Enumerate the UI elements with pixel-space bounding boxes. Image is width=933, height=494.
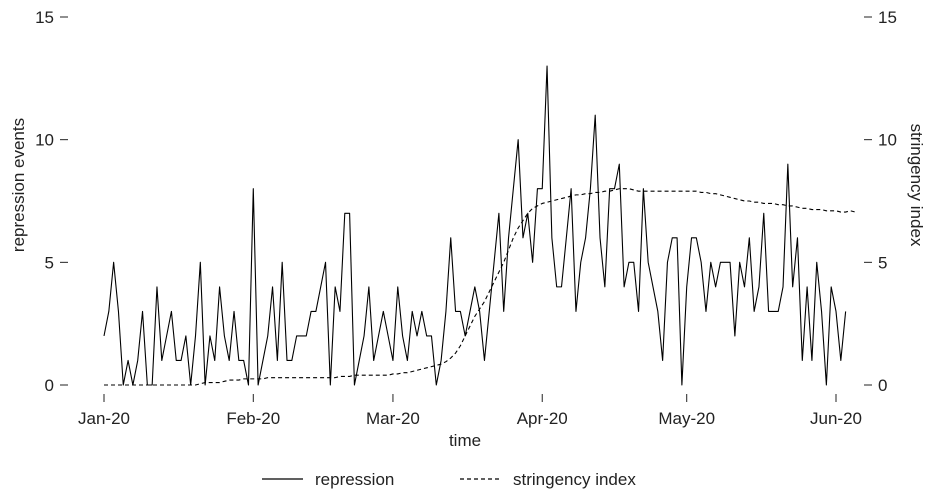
legend-label-stringency: stringency index	[513, 470, 636, 489]
x-tick-label: May-20	[658, 409, 715, 428]
x-axis: Jan-20 Feb-20 Mar-20 Apr-20 May-20 Jun-20	[78, 394, 862, 428]
right-y-tick-label: 5	[878, 253, 887, 272]
left-y-axis: 0 5 10 15	[35, 8, 68, 395]
plot-area	[103, 65, 856, 386]
x-tick-label: Feb-20	[226, 409, 280, 428]
y-axis-title-right: stringency index	[907, 124, 926, 247]
legend: repression stringency index	[262, 470, 636, 489]
y-axis-title-left: repression events	[9, 118, 28, 252]
x-tick-label: Jun-20	[810, 409, 862, 428]
x-tick-label: Jan-20	[78, 409, 130, 428]
left-y-tick-label: 0	[45, 376, 54, 395]
right-y-tick-label: 10	[878, 131, 897, 150]
x-tick-label: Apr-20	[517, 409, 568, 428]
legend-label-repression: repression	[315, 470, 394, 489]
series-line-stringency-index	[104, 188, 856, 386]
right-y-tick-label: 0	[878, 376, 887, 395]
left-y-tick-label: 10	[35, 131, 54, 150]
left-y-tick-label: 5	[45, 253, 54, 272]
x-tick-label: Mar-20	[366, 409, 420, 428]
right-y-axis: 0 5 10 15	[864, 8, 897, 395]
x-axis-title: time	[449, 431, 481, 450]
right-y-tick-label: 15	[878, 8, 897, 27]
left-y-tick-label: 15	[35, 8, 54, 27]
series-line-repression	[103, 65, 847, 386]
